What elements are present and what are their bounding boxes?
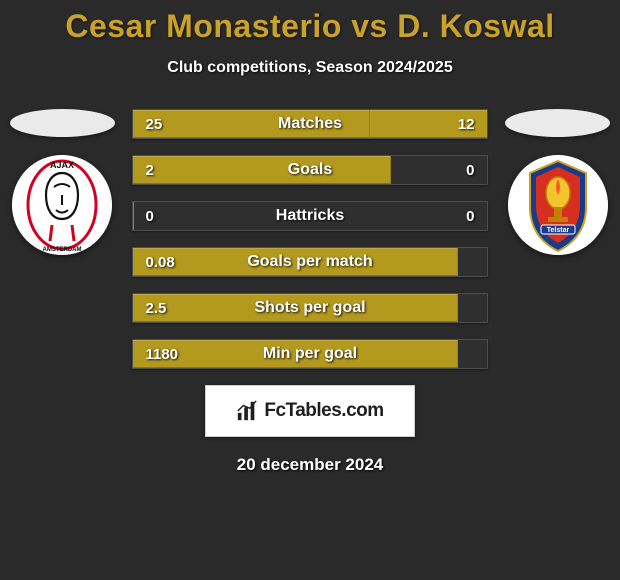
stat-bar: Goals per match 0.08 xyxy=(132,247,487,277)
bar-right-value: 12 xyxy=(458,110,475,138)
svg-text:Telstar: Telstar xyxy=(547,227,570,234)
left-club-logo: AJAX AMSTERDAM xyxy=(12,155,112,255)
right-flag xyxy=(505,109,610,137)
telstar-logo-icon: Telstar xyxy=(508,155,608,255)
stats-bars: Matches 25 12 Goals 2 0 Hattricks 0 0 Goals per m… xyxy=(132,109,487,369)
left-player-col: AJAX AMSTERDAM xyxy=(8,109,116,255)
stat-bar: Goals 2 0 xyxy=(132,155,487,185)
infographic-container: Cesar Monasterio vs D. Koswal Club compe… xyxy=(0,0,620,475)
fctables-chart-icon xyxy=(236,400,258,422)
bar-right-value: 0 xyxy=(466,202,474,230)
page-title: Cesar Monasterio vs D. Koswal xyxy=(0,8,620,45)
bar-left-value: 25 xyxy=(145,110,162,138)
bar-label: Min per goal xyxy=(263,340,357,368)
left-flag xyxy=(10,109,115,137)
footer-brand-text: FcTables.com xyxy=(264,400,383,422)
bar-spacer xyxy=(458,248,486,276)
bar-left-value: 1180 xyxy=(145,340,178,368)
bar-label: Goals per match xyxy=(247,248,372,276)
bar-left-value: 0.08 xyxy=(145,248,174,276)
date-text: 20 december 2024 xyxy=(0,455,620,475)
footer-brand-box: FcTables.com xyxy=(205,385,415,437)
bar-left-value: 2.5 xyxy=(145,294,166,322)
svg-text:AMSTERDAM: AMSTERDAM xyxy=(43,247,82,253)
bar-label: Hattricks xyxy=(276,202,344,230)
bar-label: Shots per goal xyxy=(254,294,365,322)
bar-left-value: 0 xyxy=(145,202,153,230)
bar-label: Goals xyxy=(288,156,332,184)
subtitle: Club competitions, Season 2024/2025 xyxy=(0,59,620,77)
right-player-col: Telstar xyxy=(504,109,612,255)
bar-left-value: 2 xyxy=(145,156,153,184)
stat-bar: Shots per goal 2.5 xyxy=(132,293,487,323)
stat-bar: Min per goal 1180 xyxy=(132,339,487,369)
stat-bar: Matches 25 12 xyxy=(132,109,487,139)
bar-right-value: 0 xyxy=(466,156,474,184)
bar-label: Matches xyxy=(278,110,342,138)
stat-bar: Hattricks 0 0 xyxy=(132,201,487,231)
ajax-logo-icon: AJAX AMSTERDAM xyxy=(12,155,112,255)
right-club-logo: Telstar xyxy=(508,155,608,255)
svg-text:AJAX: AJAX xyxy=(50,160,74,170)
bar-spacer xyxy=(458,294,486,322)
bar-left-fill xyxy=(133,156,391,184)
main-row: AJAX AMSTERDAM Matches2512Goals20Hattric… xyxy=(0,109,620,369)
bar-spacer xyxy=(458,340,486,368)
